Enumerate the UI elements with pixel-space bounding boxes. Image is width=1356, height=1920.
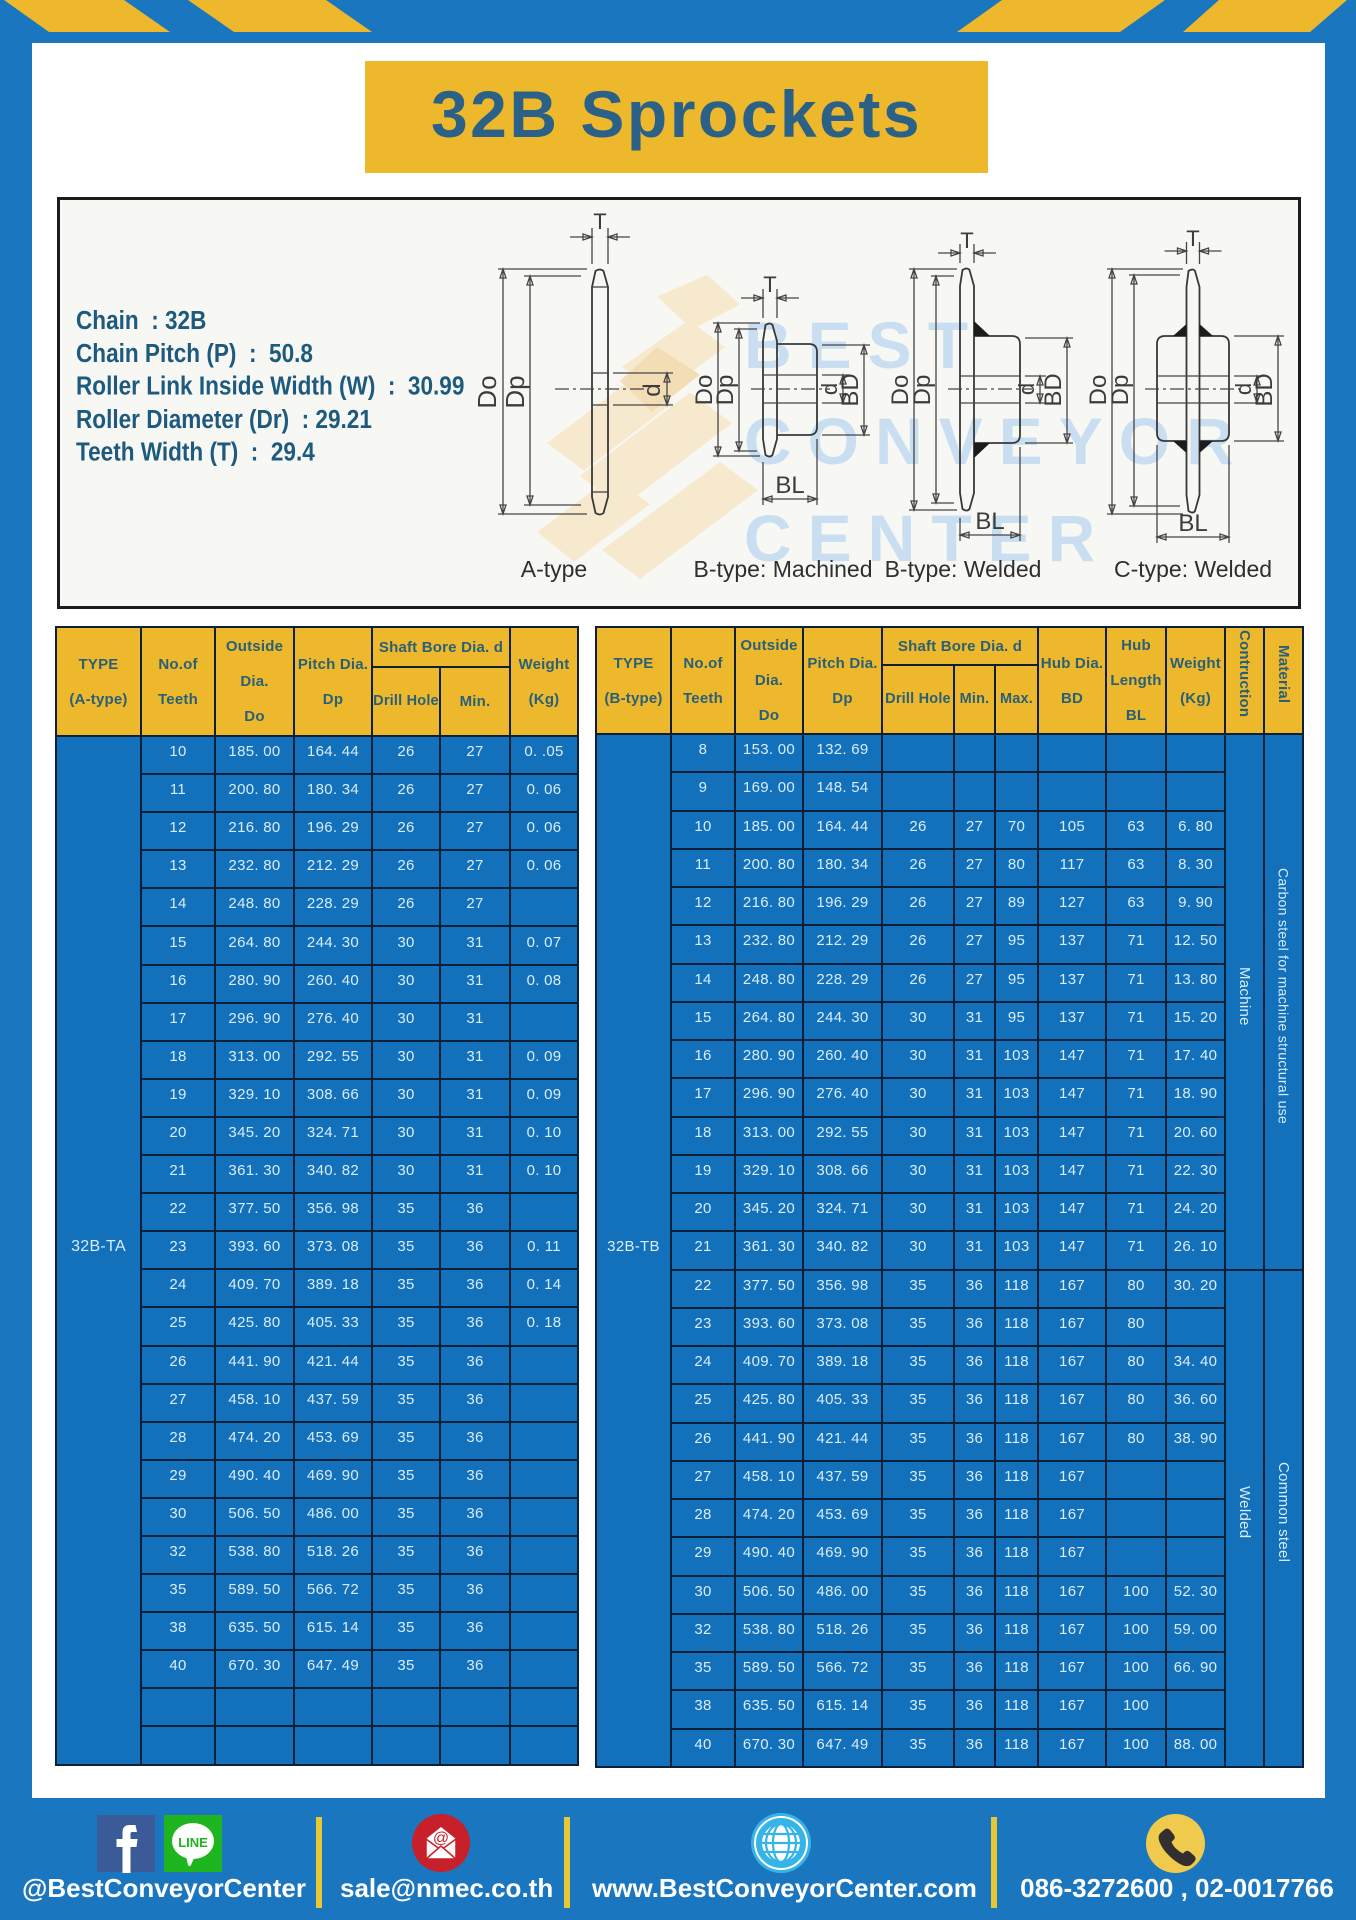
svg-text:@: @: [433, 1830, 449, 1847]
svg-text:d: d: [639, 383, 666, 396]
svg-text:T: T: [763, 272, 776, 297]
svg-text:BL: BL: [775, 472, 804, 499]
svg-text:Do: Do: [691, 375, 718, 406]
svg-text:A-type: A-type: [521, 556, 587, 582]
svg-text:Dp: Dp: [909, 375, 936, 406]
svg-text:d: d: [1014, 383, 1039, 395]
svg-text:B-type: Welded: B-type: Welded: [885, 556, 1042, 582]
svg-text:C-type: Welded: C-type: Welded: [1114, 556, 1272, 582]
svg-text:Do: Do: [1085, 375, 1112, 406]
svg-text:Do: Do: [472, 375, 502, 408]
svg-text:BL: BL: [975, 508, 1004, 535]
svg-text:Do: Do: [887, 375, 914, 406]
svg-text:LINE: LINE: [178, 1835, 208, 1850]
svg-text:Dp: Dp: [1107, 375, 1134, 406]
svg-text:T: T: [1186, 226, 1199, 251]
svg-text:CENTER: CENTER: [744, 501, 1111, 575]
svg-text:BL: BL: [1178, 510, 1207, 537]
svg-text:T: T: [593, 209, 606, 234]
svg-text:d: d: [1231, 383, 1256, 395]
svg-text:BD: BD: [1251, 373, 1278, 406]
svg-text:BD: BD: [1040, 373, 1067, 406]
svg-text:d: d: [817, 383, 842, 395]
svg-text:B-type: Machined: B-type: Machined: [694, 556, 873, 582]
svg-text:T: T: [960, 228, 973, 253]
svg-text:BD: BD: [837, 373, 864, 406]
svg-text:Dp: Dp: [500, 375, 530, 408]
svg-text:CONVEYOR: CONVEYOR: [744, 404, 1250, 478]
svg-text:Dp: Dp: [712, 375, 739, 406]
